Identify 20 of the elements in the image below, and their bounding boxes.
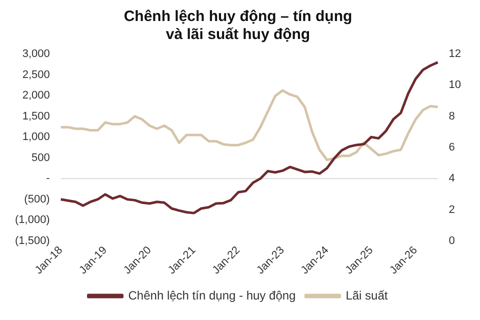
- y2-tick-label: 4: [448, 172, 455, 185]
- y-tick-label: (500): [24, 193, 50, 206]
- y-tick-label: 1,500: [22, 110, 50, 122]
- chart-title: Chênh lệch huy động – tín dụng và lãi suất huy động: [124, 8, 352, 44]
- y-tick-label: 2,500: [22, 68, 50, 81]
- legend-label: Lãi suất: [346, 288, 388, 302]
- y-tick-label: 500: [31, 152, 50, 164]
- y-tick-label: 3,000: [22, 48, 50, 60]
- y-tick-label: 1,000: [22, 131, 50, 144]
- y2-tick-label: 6: [448, 141, 455, 154]
- y-tick-label: -: [46, 172, 50, 185]
- y-tick-label: (1,500): [14, 234, 50, 247]
- y2-tick-label: 8: [448, 110, 455, 122]
- legend-label: Chênh lệch tín dụng - huy động: [128, 288, 296, 302]
- y2-tick-label: 10: [448, 79, 462, 92]
- y-tick-label: 2,000: [22, 90, 50, 102]
- y2-tick-label: 12: [448, 48, 462, 60]
- y-tick-label: (1,000): [14, 214, 50, 226]
- y2-tick-label: 0: [448, 234, 455, 247]
- y2-tick-label: 2: [448, 204, 455, 216]
